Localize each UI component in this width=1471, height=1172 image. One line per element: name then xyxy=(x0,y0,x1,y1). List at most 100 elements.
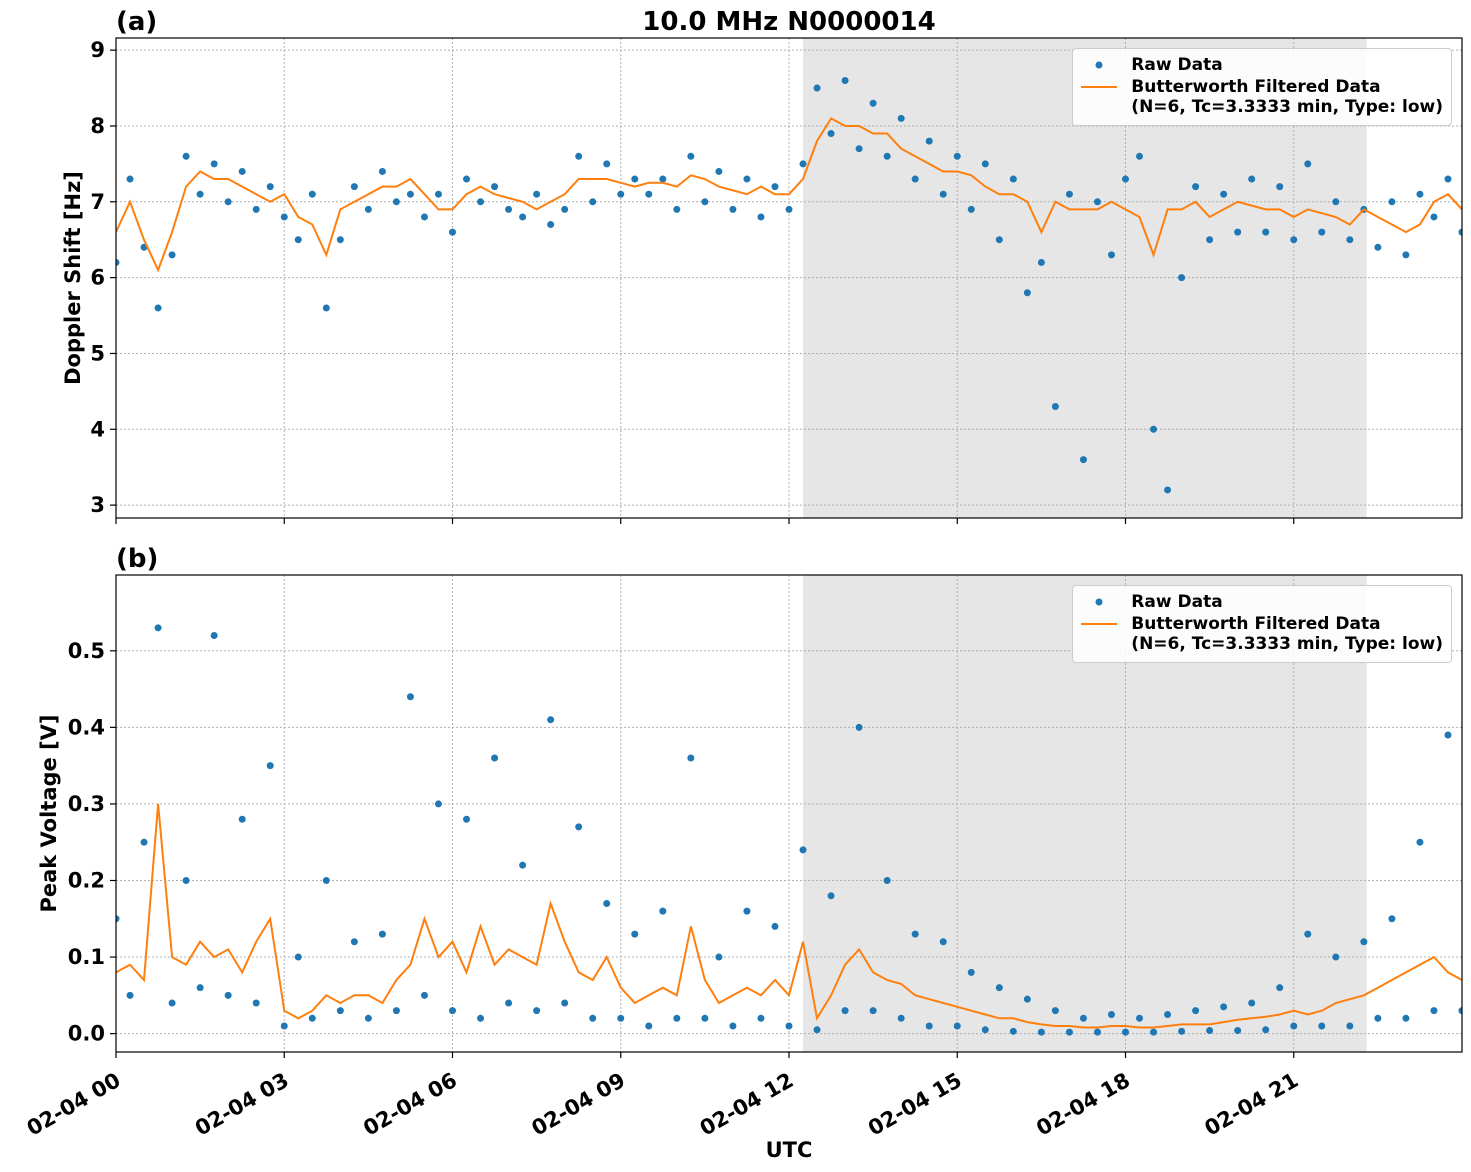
raw-point xyxy=(505,999,513,1007)
raw-point xyxy=(1360,938,1368,946)
plot-area xyxy=(116,76,1462,494)
legend-icon xyxy=(1081,86,1118,88)
raw-point xyxy=(168,999,176,1007)
legend-entry: Butterworth Filtered Data (N=6, Tc=3.333… xyxy=(1079,614,1443,654)
y-tick-label: 6 xyxy=(90,266,105,290)
raw-point xyxy=(589,198,597,206)
raw-point xyxy=(729,205,737,213)
raw-point xyxy=(785,1022,793,1030)
raw-point xyxy=(1192,183,1200,191)
axes-frame xyxy=(115,574,1463,1053)
raw-point xyxy=(140,838,148,846)
raw-point xyxy=(126,175,134,183)
raw-point xyxy=(294,953,302,961)
raw-point xyxy=(1150,1028,1158,1036)
raw-point xyxy=(505,205,513,213)
raw-point xyxy=(813,1026,821,1034)
raw-point xyxy=(1346,236,1354,244)
raw-point xyxy=(280,213,288,221)
raw-point xyxy=(645,190,653,198)
raw-point xyxy=(911,175,919,183)
raw-point xyxy=(869,1007,877,1015)
raw-point xyxy=(547,716,555,724)
y-axis-label: Peak Voltage [V] xyxy=(37,714,61,912)
raw-point xyxy=(729,1022,737,1030)
raw-point xyxy=(463,815,471,823)
raw-point xyxy=(659,175,667,183)
raw-point xyxy=(1318,228,1326,236)
raw-point xyxy=(1220,190,1228,198)
raw-point xyxy=(364,205,372,213)
raw-point xyxy=(715,167,723,175)
raw-point xyxy=(126,991,134,999)
x-tick-label: 02-04 00 xyxy=(23,1068,125,1141)
raw-point xyxy=(1079,1014,1087,1022)
raw-point xyxy=(715,953,723,961)
raw-point xyxy=(799,846,807,854)
raw-point xyxy=(1304,160,1312,168)
raw-point xyxy=(673,205,681,213)
raw-point xyxy=(1051,1007,1059,1015)
raw-point xyxy=(939,938,947,946)
raw-point xyxy=(897,114,905,122)
raw-point xyxy=(477,1014,485,1022)
raw-point xyxy=(116,915,120,923)
raw-point xyxy=(687,152,695,160)
raw-point xyxy=(1107,1010,1115,1018)
y-tick-label: 7 xyxy=(90,190,105,214)
raw-point xyxy=(1458,1007,1462,1015)
raw-point xyxy=(1388,198,1396,206)
filtered-line xyxy=(116,117,1462,273)
raw-point xyxy=(406,190,414,198)
legend-icon xyxy=(1081,623,1118,625)
raw-point xyxy=(561,205,569,213)
raw-point xyxy=(280,1022,288,1030)
legend-label: Raw Data xyxy=(1131,592,1223,612)
raw-point xyxy=(561,999,569,1007)
raw-point xyxy=(1093,1028,1101,1036)
raw-point xyxy=(182,152,190,160)
raw-point xyxy=(953,1022,961,1030)
x-axis-label: UTC xyxy=(766,1138,813,1162)
raw-point xyxy=(266,762,274,770)
legend-dot xyxy=(1095,61,1103,69)
raw-point xyxy=(434,190,442,198)
y-tick-label: 0.0 xyxy=(68,1022,105,1046)
raw-point xyxy=(883,152,891,160)
raw-point xyxy=(1332,198,1340,206)
raw-point xyxy=(1122,1028,1129,1036)
raw-point xyxy=(491,183,499,191)
raw-point xyxy=(757,1014,765,1022)
raw-point xyxy=(463,175,471,183)
raw-point xyxy=(154,624,162,632)
raw-point xyxy=(1065,1028,1073,1036)
raw-point xyxy=(1079,456,1087,464)
axes-frame xyxy=(115,37,1463,519)
raw-point xyxy=(1009,175,1017,183)
raw-point xyxy=(533,190,541,198)
raw-point xyxy=(449,1007,456,1015)
raw-point xyxy=(883,876,891,884)
raw-point xyxy=(1444,175,1452,183)
raw-point xyxy=(855,723,863,731)
raw-point xyxy=(449,228,456,236)
raw-point xyxy=(1178,1027,1186,1035)
raw-point xyxy=(771,183,779,191)
raw-point xyxy=(392,1007,400,1015)
legend-dot xyxy=(1095,598,1103,606)
raw-point xyxy=(925,1022,933,1030)
x-tick-label: 02-04 21 xyxy=(1200,1068,1302,1141)
raw-point xyxy=(953,152,961,160)
raw-point xyxy=(477,198,485,206)
raw-point xyxy=(1220,1003,1228,1011)
raw-point xyxy=(799,160,807,168)
raw-point xyxy=(1262,1026,1270,1034)
raw-point xyxy=(785,205,793,213)
raw-point xyxy=(897,1014,905,1022)
y-tick-label: 0.1 xyxy=(68,945,105,969)
x-tick-label: 02-04 06 xyxy=(359,1068,461,1141)
raw-point xyxy=(406,693,414,701)
raw-point xyxy=(1023,289,1031,297)
raw-point xyxy=(1402,1014,1410,1022)
